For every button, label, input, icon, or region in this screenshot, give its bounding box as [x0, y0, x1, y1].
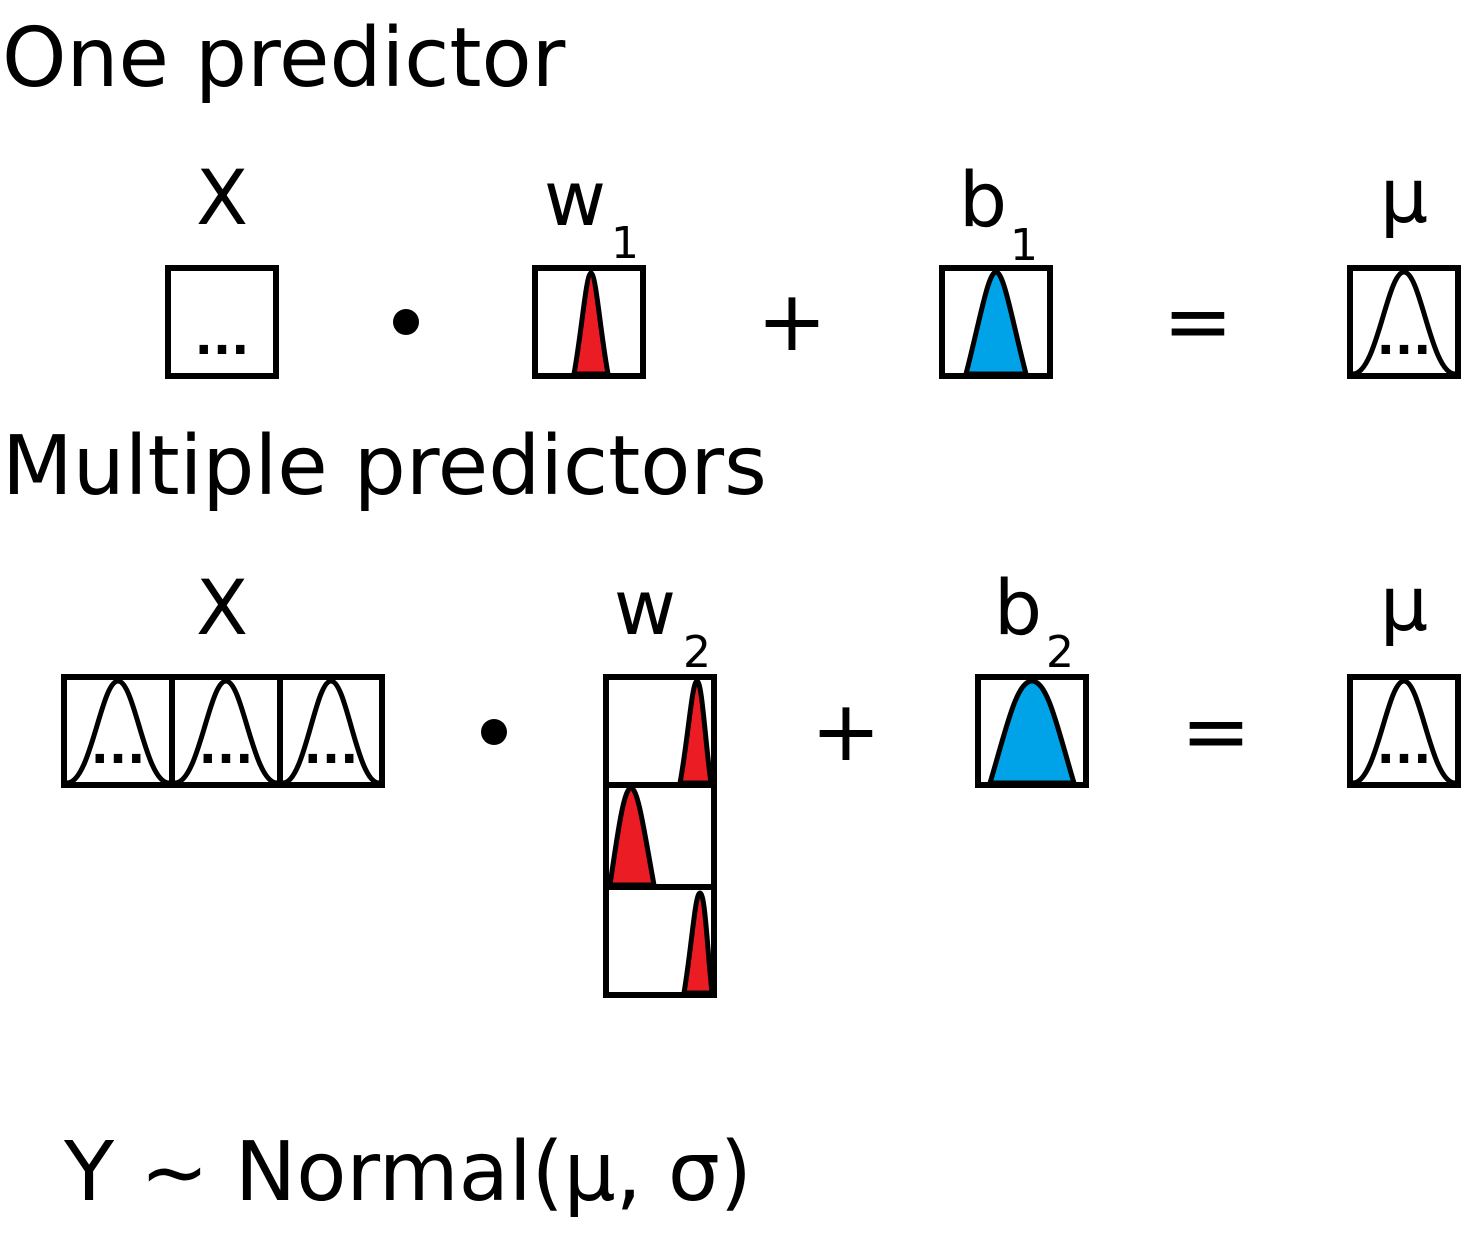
- w-label-multi: w 2: [614, 563, 711, 678]
- w-subscript-multi: 2: [683, 627, 711, 678]
- x-box-multi-3: ...: [277, 674, 385, 788]
- equals-operator-multi: =: [1181, 682, 1251, 780]
- weight-distribution-multi-1: [677, 678, 714, 786]
- b-letter-multi: b: [994, 563, 1042, 652]
- x-ellipsis-multi-2: ...: [199, 719, 254, 775]
- b-box-one: [939, 265, 1053, 379]
- b-letter-one: b: [959, 155, 1007, 244]
- mu-box-multi: ...: [1347, 674, 1461, 788]
- w-box-multi-2: [603, 782, 717, 890]
- b-subscript-one: 1: [1010, 220, 1038, 271]
- x-box-multi-2: ...: [169, 674, 283, 788]
- w-box-multi-1: [603, 674, 717, 788]
- bias-distribution-multi: [987, 678, 1077, 786]
- mu-label-multi: μ: [1380, 559, 1428, 648]
- mu-ellipsis-multi: ...: [1377, 719, 1432, 775]
- x-label-multi: X: [196, 563, 248, 652]
- x-box-multi-1: ...: [61, 674, 175, 788]
- mu-distribution-multi: [1352, 678, 1456, 786]
- section-title-one-predictor: One predictor: [2, 11, 566, 106]
- x-label-one: X: [196, 153, 248, 242]
- w-label-one: w 1: [544, 154, 639, 269]
- plus-operator-one: +: [757, 272, 827, 370]
- dot-product-operator-multi: [481, 719, 507, 745]
- x-ellipsis-one: ...: [195, 310, 250, 366]
- x-box-one: ...: [165, 265, 279, 379]
- weight-distribution-multi-2: [607, 785, 657, 888]
- mu-ellipsis-one: ...: [1377, 310, 1432, 366]
- equals-operator-one: =: [1163, 272, 1233, 370]
- w-letter-one: w: [544, 154, 606, 243]
- mu-label-one: μ: [1380, 151, 1428, 240]
- x-ellipsis-multi-3: ...: [304, 719, 359, 775]
- w-letter-multi: w: [614, 563, 676, 652]
- b-subscript-multi: 2: [1046, 627, 1074, 678]
- w-box-one: [532, 265, 646, 379]
- section-title-multiple-predictors: Multiple predictors: [2, 419, 767, 514]
- likelihood-formula: Y ~ Normal(μ, σ): [63, 1125, 752, 1220]
- b-label-one: b 1: [959, 155, 1038, 271]
- mu-box-one: ...: [1347, 265, 1461, 379]
- weight-distribution-multi-3: [681, 890, 715, 996]
- plus-operator-multi: +: [811, 682, 881, 780]
- mu-distribution-one: [1352, 269, 1456, 377]
- b-box-multi: [975, 674, 1089, 788]
- dot-product-operator-one: [393, 309, 419, 335]
- x-row-multi: ... ... ...: [61, 674, 385, 788]
- weight-distribution-one: [571, 270, 611, 377]
- bias-distribution-one: [963, 269, 1029, 377]
- w-subscript-one: 1: [611, 218, 639, 269]
- b-label-multi: b 2: [994, 563, 1074, 678]
- w-box-multi-3: [603, 884, 717, 998]
- x-ellipsis-multi-1: ...: [91, 719, 146, 775]
- w-column-multi: [603, 674, 717, 998]
